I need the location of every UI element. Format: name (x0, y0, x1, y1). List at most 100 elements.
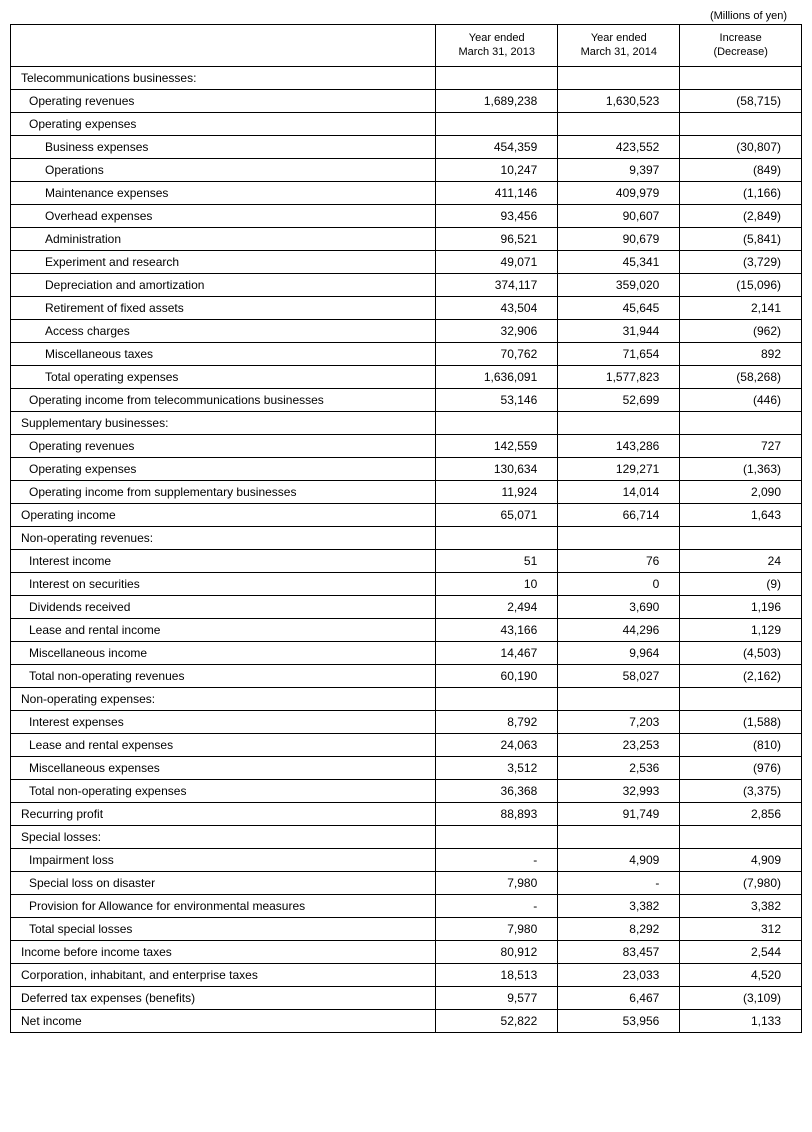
row-value: 24 (680, 549, 802, 572)
row-value (436, 825, 558, 848)
row-value: - (436, 894, 558, 917)
table-row: Dividends received2,4943,6901,196 (11, 595, 802, 618)
row-label: Lease and rental income (11, 618, 436, 641)
row-value (680, 825, 802, 848)
row-label: Interest income (11, 549, 436, 572)
row-value: 4,520 (680, 963, 802, 986)
row-value: 53,956 (558, 1009, 680, 1032)
table-row: Operating expenses (11, 112, 802, 135)
row-value: 143,286 (558, 434, 680, 457)
row-value: 43,166 (436, 618, 558, 641)
row-value: 4,909 (558, 848, 680, 871)
row-label: Retirement of fixed assets (11, 296, 436, 319)
row-value (558, 526, 680, 549)
row-label: Total non-operating revenues (11, 664, 436, 687)
table-header-row: Year endedMarch 31, 2013 Year endedMarch… (11, 25, 802, 67)
row-value: 892 (680, 342, 802, 365)
row-value: 409,979 (558, 181, 680, 204)
row-value: 23,033 (558, 963, 680, 986)
row-label: Special losses: (11, 825, 436, 848)
table-row: Administration96,52190,679(5,841) (11, 227, 802, 250)
row-value: 2,141 (680, 296, 802, 319)
table-row: Experiment and research49,07145,341(3,72… (11, 250, 802, 273)
row-value: 3,382 (558, 894, 680, 917)
table-row: Overhead expenses93,45690,607(2,849) (11, 204, 802, 227)
table-row: Net income52,82253,9561,133 (11, 1009, 802, 1032)
row-label: Miscellaneous taxes (11, 342, 436, 365)
row-value: 18,513 (436, 963, 558, 986)
row-value: 312 (680, 917, 802, 940)
table-body: Telecommunications businesses: Operating … (11, 66, 802, 1032)
table-row: Operating income from supplementary busi… (11, 480, 802, 503)
row-value: 90,679 (558, 227, 680, 250)
row-label: Recurring profit (11, 802, 436, 825)
row-value: (2,162) (680, 664, 802, 687)
row-label: Deferred tax expenses (benefits) (11, 986, 436, 1009)
row-value: 1,689,238 (436, 89, 558, 112)
row-value: 3,512 (436, 756, 558, 779)
row-value: (3,109) (680, 986, 802, 1009)
row-label: Non-operating revenues: (11, 526, 436, 549)
row-value: 90,607 (558, 204, 680, 227)
row-value: 9,397 (558, 158, 680, 181)
row-value: 454,359 (436, 135, 558, 158)
row-value: 2,090 (680, 480, 802, 503)
table-row: Lease and rental expenses24,06323,253(81… (11, 733, 802, 756)
row-value: 32,993 (558, 779, 680, 802)
row-label: Depreciation and amortization (11, 273, 436, 296)
row-value: 6,467 (558, 986, 680, 1009)
row-value: 1,196 (680, 595, 802, 618)
row-value: (3,729) (680, 250, 802, 273)
row-value: 71,654 (558, 342, 680, 365)
row-value (680, 66, 802, 89)
row-value: 3,690 (558, 595, 680, 618)
table-row: Maintenance expenses411,146409,979(1,166… (11, 181, 802, 204)
row-value: 76 (558, 549, 680, 572)
row-value: (30,807) (680, 135, 802, 158)
row-value (680, 687, 802, 710)
row-label: Operating expenses (11, 112, 436, 135)
row-value: 45,645 (558, 296, 680, 319)
row-value: (1,363) (680, 457, 802, 480)
row-label: Provision for Allowance for environmenta… (11, 894, 436, 917)
table-row: Operating income from telecommunications… (11, 388, 802, 411)
row-value (558, 687, 680, 710)
row-value: (962) (680, 319, 802, 342)
row-value: (1,166) (680, 181, 802, 204)
row-value: 32,906 (436, 319, 558, 342)
row-value: 14,467 (436, 641, 558, 664)
row-value: 23,253 (558, 733, 680, 756)
row-value: 3,382 (680, 894, 802, 917)
row-value: 9,964 (558, 641, 680, 664)
table-row: Provision for Allowance for environmenta… (11, 894, 802, 917)
row-value: 1,636,091 (436, 365, 558, 388)
table-row: Telecommunications businesses: (11, 66, 802, 89)
row-value: 7,980 (436, 871, 558, 894)
table-row: Special loss on disaster7,980-(7,980) (11, 871, 802, 894)
row-value: - (436, 848, 558, 871)
row-value: 10 (436, 572, 558, 595)
row-value: 4,909 (680, 848, 802, 871)
header-col3: Increase(Decrease) (680, 25, 802, 67)
row-label: Special loss on disaster (11, 871, 436, 894)
row-value: 65,071 (436, 503, 558, 526)
row-label: Interest on securities (11, 572, 436, 595)
table-row: Operating revenues142,559143,286727 (11, 434, 802, 457)
row-value: (2,849) (680, 204, 802, 227)
row-value: (9) (680, 572, 802, 595)
table-row: Business expenses454,359423,552(30,807) (11, 135, 802, 158)
row-value: 7,203 (558, 710, 680, 733)
header-col1: Year endedMarch 31, 2013 (436, 25, 558, 67)
table-row: Total non-operating expenses36,36832,993… (11, 779, 802, 802)
row-value: (5,841) (680, 227, 802, 250)
table-row: Non-operating expenses: (11, 687, 802, 710)
row-value: 14,014 (558, 480, 680, 503)
table-row: Non-operating revenues: (11, 526, 802, 549)
row-value: 727 (680, 434, 802, 457)
unit-label: (Millions of yen) (10, 10, 802, 22)
header-empty (11, 25, 436, 67)
row-value: 24,063 (436, 733, 558, 756)
row-value: 31,944 (558, 319, 680, 342)
row-label: Business expenses (11, 135, 436, 158)
row-value: 96,521 (436, 227, 558, 250)
